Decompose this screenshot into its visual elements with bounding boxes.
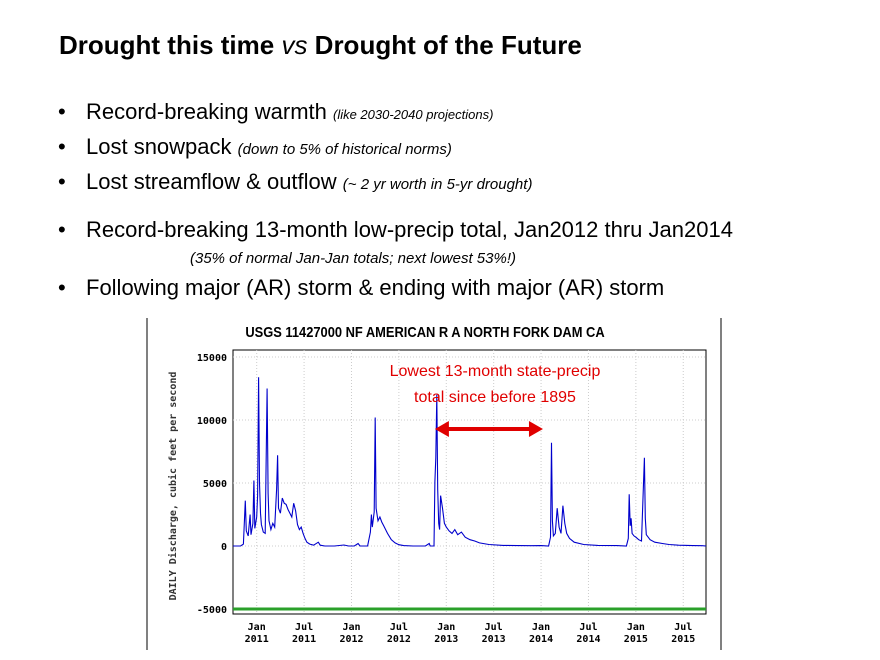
slide-title: Drought this time vs Drought of the Futu… xyxy=(59,30,582,61)
bullet-text: Following major (AR) storm & ending with… xyxy=(86,275,665,300)
x-tick-month: Jul xyxy=(485,622,503,633)
bullet-low-precip: Record-breaking 13-month low-precip tota… xyxy=(58,214,733,246)
arrow-head-right xyxy=(528,421,543,437)
y-tick-label: 15000 xyxy=(197,353,227,364)
x-tick-year: 2014 xyxy=(529,634,553,645)
y-tick-label: 0 xyxy=(221,542,227,553)
x-tick-year: 2012 xyxy=(339,634,363,645)
chart-title: USGS 11427000 NF AMERICAN R A NORTH FORK… xyxy=(245,323,604,340)
x-grid xyxy=(256,350,684,614)
x-tick-month: Jul xyxy=(674,622,692,633)
x-tick-month: Jan xyxy=(342,622,360,633)
x-tick-year: 2015 xyxy=(624,634,648,645)
x-tick-year: 2012 xyxy=(387,634,411,645)
annotation-line2: total since before 1895 xyxy=(414,389,576,406)
bullet-streamflow: Lost streamflow & outflow (~ 2 yr worth … xyxy=(58,166,532,201)
y-tick-labels: 15000 10000 5000 0 -5000 xyxy=(197,353,227,616)
bullet-list-storms: Following major (AR) storm & ending with… xyxy=(58,272,664,304)
arrow-head-left xyxy=(434,421,449,437)
bullet-note: (down to 5% of historical norms) xyxy=(237,141,452,158)
bullet-snowpack: Lost snowpack (down to 5% of historical … xyxy=(58,131,532,166)
bullet-text: Record-breaking 13-month low-precip tota… xyxy=(86,217,733,242)
bullet-list-precip: Record-breaking 13-month low-precip tota… xyxy=(58,214,733,246)
x-tick-year: 2014 xyxy=(576,634,600,645)
x-tick-labels: Jan2011Jul2011Jan2012Jul2012Jan2013Jul20… xyxy=(245,622,696,645)
title-vs: vs xyxy=(281,30,308,60)
plot-area xyxy=(232,349,707,615)
precip-subnote: (35% of normal Jan-Jan totals; next lowe… xyxy=(190,250,516,267)
bullet-storms: Following major (AR) storm & ending with… xyxy=(58,272,664,304)
x-tick-year: 2013 xyxy=(434,634,458,645)
title-part2: Drought of the Future xyxy=(307,30,582,60)
annotation-line1: Lowest 13-month state-precip xyxy=(390,363,601,380)
bullet-note: (like 2030-2040 projections) xyxy=(332,107,494,122)
bullet-list-effects: Record-breaking warmth (like 2030-2040 p… xyxy=(58,96,532,201)
x-tick-month: Jan xyxy=(627,622,645,633)
bullet-warmth: Record-breaking warmth (like 2030-2040 p… xyxy=(58,96,532,131)
x-tick-month: Jul xyxy=(390,622,408,633)
y-axis-label: DAILY Discharge, cubic feet per second xyxy=(167,372,179,601)
drought-period-arrow xyxy=(434,421,543,437)
discharge-series-line xyxy=(233,377,707,547)
bullet-text: Lost streamflow & outflow xyxy=(86,169,343,194)
y-tick-label: 10000 xyxy=(197,416,227,427)
x-tick-year: 2011 xyxy=(245,634,269,645)
x-tick-month: Jan xyxy=(532,622,550,633)
x-tick-month: Jul xyxy=(579,622,597,633)
x-tick-month: Jul xyxy=(295,622,313,633)
x-tick-year: 2015 xyxy=(671,634,695,645)
x-tick-month: Jan xyxy=(248,622,266,633)
bullet-text: Record-breaking warmth xyxy=(86,99,333,124)
x-tick-month: Jan xyxy=(437,622,455,633)
y-tick-label: -5000 xyxy=(197,605,227,616)
x-tick-year: 2013 xyxy=(482,634,506,645)
bullet-text: Lost snowpack xyxy=(86,134,238,159)
y-tick-label: 5000 xyxy=(203,479,227,490)
bullet-note: (~ 2 yr worth in 5-yr drought) xyxy=(342,176,533,193)
x-tick-year: 2011 xyxy=(292,634,316,645)
title-part1: Drought this time xyxy=(59,30,282,60)
